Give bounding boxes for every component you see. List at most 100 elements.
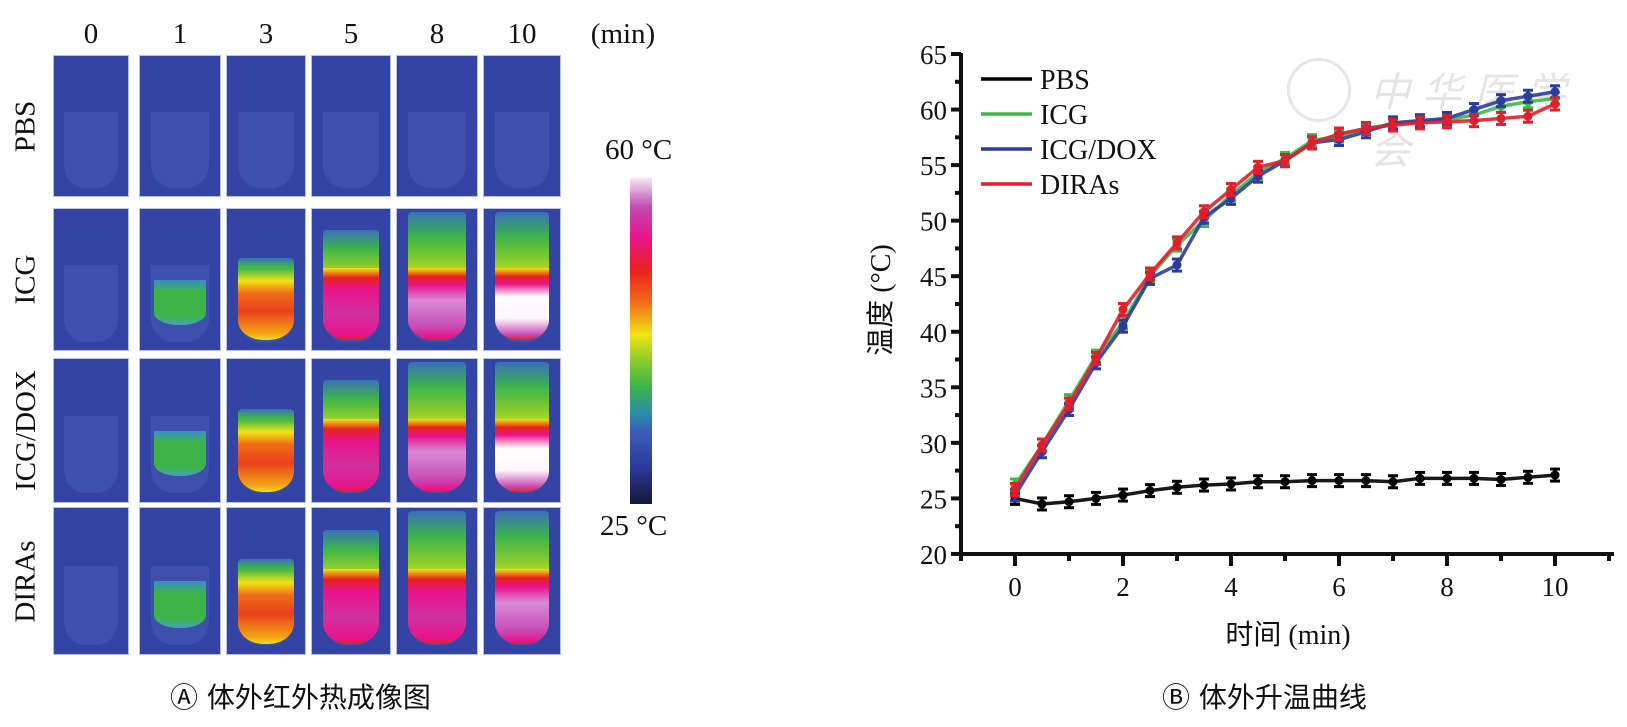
panel-a-caption: Ⓐ 体外红外热成像图 (170, 681, 431, 714)
data-point (1523, 472, 1533, 482)
data-point (1064, 497, 1074, 507)
x-tick-label: 10 (1542, 572, 1569, 602)
data-point (1442, 473, 1452, 483)
heat-region (322, 268, 380, 341)
time-label: 8 (429, 18, 445, 50)
data-point (1091, 353, 1101, 363)
data-point (1361, 123, 1371, 133)
tube-outline (64, 566, 118, 646)
thermal-image-cell (53, 208, 129, 351)
data-point (1253, 162, 1263, 172)
chart-legend: PBS ICG ICG/DOX DIRAs (981, 65, 1157, 201)
data-point (1199, 480, 1209, 490)
tube-outline (322, 112, 380, 188)
data-point (1523, 91, 1533, 101)
y-tick-label: 30 (920, 429, 947, 459)
data-point (1145, 269, 1155, 279)
data-point (1199, 207, 1209, 217)
data-point (1334, 476, 1344, 486)
watermark-seal-icon (1287, 58, 1351, 122)
thermal-image-cell (483, 55, 561, 197)
x-tick-label: 6 (1332, 572, 1346, 602)
thermal-image-cell (226, 358, 306, 503)
data-point (1442, 117, 1452, 127)
heat-region (153, 581, 207, 628)
thermal-image-cell (396, 208, 478, 351)
data-point (1415, 473, 1425, 483)
thermal-image-cell (53, 507, 129, 655)
heat-region (408, 569, 466, 644)
data-point (1550, 470, 1560, 480)
thermal-image-cell (53, 358, 129, 503)
data-point (1172, 238, 1182, 248)
heat-region (237, 268, 295, 341)
y-tick-label: 65 (920, 40, 947, 70)
data-point (1172, 482, 1182, 492)
thermal-image-cell (483, 208, 561, 351)
data-point (1550, 99, 1560, 109)
thermal-image-cell (483, 507, 561, 655)
y-tick-label: 40 (920, 318, 947, 348)
thermal-image-cell (139, 358, 221, 503)
data-point (1550, 87, 1560, 97)
data-point (1064, 399, 1074, 409)
data-point (1361, 476, 1371, 486)
heat-region (322, 569, 380, 644)
thermal-imaging-panel: 0 1 3 5 8 10 (min) PBS ICG ICG/DOX DIRAs 60 °C 2… (0, 0, 700, 727)
panel-b-caption: Ⓑ 体外升温曲线 (1162, 681, 1367, 714)
x-tick-label: 8 (1440, 572, 1454, 602)
data-point (1469, 105, 1479, 115)
y-tick-label: 60 (920, 96, 947, 126)
heat-region (237, 419, 295, 492)
heat-region (494, 268, 550, 341)
thermal-image-cell (396, 358, 478, 503)
watermark-text: 中华医学会 (1370, 70, 1578, 174)
thermal-image-cell (139, 507, 221, 655)
data-point (1496, 113, 1506, 123)
heat-region (408, 268, 466, 341)
tube-outline (408, 112, 466, 188)
data-point (1145, 486, 1155, 496)
thermal-image-cell (226, 507, 306, 655)
data-point (1037, 499, 1047, 509)
data-point (1118, 490, 1128, 500)
data-point (1253, 477, 1263, 487)
data-point (1307, 476, 1317, 486)
thermal-image-cell (311, 208, 391, 351)
data-point (1334, 129, 1344, 139)
x-tick-label: 4 (1224, 572, 1238, 602)
data-point (1037, 440, 1047, 450)
data-point (1496, 475, 1506, 485)
time-label: 0 (83, 18, 99, 50)
data-point (1280, 477, 1290, 487)
legend-label: ICG (1040, 100, 1088, 131)
tube-outline (64, 416, 118, 494)
y-axis-title: 温度 (°C) (865, 244, 897, 356)
heat-region (153, 279, 207, 325)
thermal-image-cell (226, 55, 306, 197)
series-diras (1010, 96, 1560, 498)
data-point (1415, 118, 1425, 128)
heat-region (153, 430, 207, 477)
time-label: 1 (172, 18, 188, 50)
chart-series (1010, 84, 1560, 512)
series-pbs (1010, 467, 1560, 512)
time-unit-label: (min) (590, 18, 656, 50)
thermal-image-cell (311, 55, 391, 197)
data-point (1388, 477, 1398, 487)
legend-label: ICG/DOX (1040, 135, 1157, 166)
data-point (1118, 305, 1128, 315)
data-point (1010, 485, 1020, 495)
data-point (1469, 116, 1479, 126)
y-tick-label: 35 (920, 373, 947, 403)
thermal-image-cell (396, 507, 478, 655)
legend-label: DIRAs (1040, 170, 1119, 201)
heat-region (408, 419, 466, 492)
data-point (1280, 156, 1290, 166)
colorbar-min-label: 25 °C (600, 510, 668, 542)
data-point (1226, 185, 1236, 195)
time-label: 10 (507, 18, 537, 50)
data-point (1307, 138, 1317, 148)
legend-label: PBS (1040, 65, 1090, 96)
